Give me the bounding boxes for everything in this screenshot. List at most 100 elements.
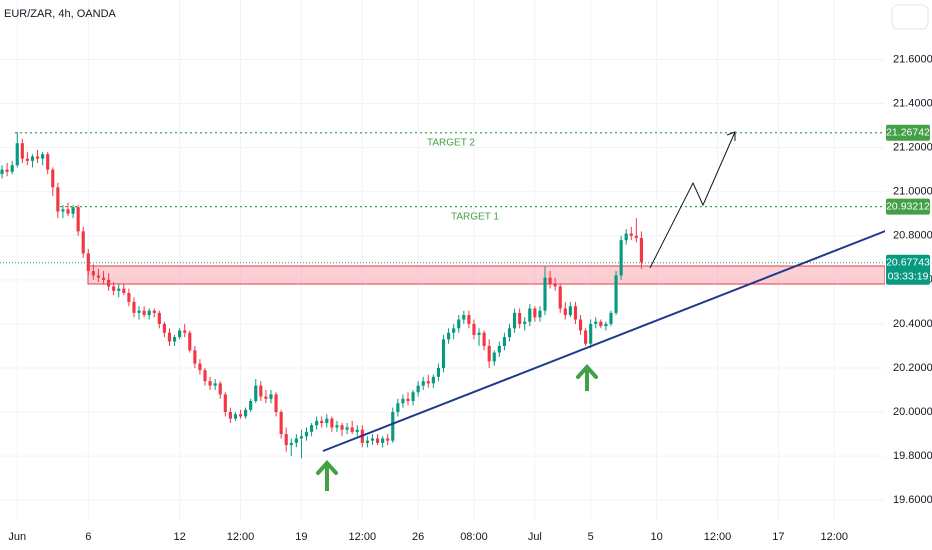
grid [0,0,885,520]
candle-body [51,169,55,188]
candle-body [477,332,481,335]
candle-body [482,332,486,346]
candle-body [203,370,207,382]
candle-body [502,337,506,346]
candle-body [589,323,593,344]
candle-body [147,310,151,316]
axes: 19.60000 19.80000 20.00000 20.20000 20.40000… [8,53,932,543]
candle-body [441,339,446,368]
candle-body [584,330,588,344]
candle-body [386,438,390,441]
candle-body [274,394,278,413]
candle-body [355,429,359,432]
candle-body [20,143,24,159]
x-tick-label: 08:00 [460,531,488,543]
candle-body [193,350,197,364]
candle-body [162,323,166,333]
candle-body [335,425,339,428]
candle-body [46,154,50,170]
target-label: TARGET 1 [451,211,499,222]
candle-body [639,237,643,263]
y-tick-label: 20.00000 [893,406,932,418]
candle-body [320,420,324,424]
candle-body [452,328,456,333]
x-tick-label: 12:00 [227,531,255,543]
projection-arrowhead [726,131,736,141]
y-tick-label: 20.40000 [893,318,932,330]
y-tick-label: 21.00000 [893,186,932,198]
toolbar-button[interactable] [891,4,929,30]
y-tick-label: 20.80000 [893,230,932,242]
candle-body [426,381,430,384]
x-tick-label: 10 [651,531,663,543]
candle-body [538,310,542,318]
candle-body [41,154,45,159]
candle-body [30,156,35,161]
candle-body [35,156,40,159]
candle-body [122,288,126,294]
x-tick-label: 12:00 [704,531,732,543]
candle-body [391,412,395,441]
time-axis [0,520,885,550]
candle-body [5,169,9,172]
candle-body [330,418,334,428]
projection-path [649,131,736,269]
candle-body [370,438,375,441]
candle-body [81,231,85,254]
candle-body [269,394,273,399]
candle-body [238,414,243,417]
candle-body [304,431,309,437]
y-tick-label: 21.60000 [893,53,932,65]
up-arrow [316,460,338,491]
x-tick-label: 5 [588,531,594,543]
price-label-box [886,124,930,141]
candle-body [86,253,90,272]
candle-body [279,412,283,435]
candle-body [137,310,141,313]
target-label: TARGET 2 [427,137,475,148]
candle-body [472,323,476,335]
candle-body [553,284,557,287]
y-tick-label: 19.60000 [893,494,932,506]
y-tick-label: 21.40000 [893,97,932,109]
candle-body [624,233,628,241]
x-tick-label: 17 [772,531,784,543]
candle-body [512,312,517,329]
candle-body [244,409,248,417]
trendline [322,229,889,452]
candle-body [132,301,136,313]
y-tick-label: 21.20000 [893,142,932,154]
candle-body [406,398,410,402]
candle-body [497,345,501,353]
candle-body [558,286,562,309]
price-label-box [886,198,930,215]
candle-body [563,308,567,316]
candle-body [91,271,95,276]
candle-body [25,158,29,161]
candle-body [112,286,116,291]
candle-body [431,376,435,384]
candle-body [223,394,227,413]
candle-body [548,277,552,285]
candle-body [604,323,608,327]
x-tick-label: 26 [412,531,424,543]
candle-body [619,240,623,276]
arrow-head [576,364,598,379]
candle-body [350,427,354,432]
x-tick-label: Jun [8,531,26,543]
candle-body [142,310,146,316]
x-tick-label: Jul [528,531,542,543]
candle-body [107,279,111,287]
candle-body [416,385,420,393]
y-tick-label: 20.20000 [893,362,932,374]
x-tick-label: 6 [85,531,91,543]
candle-body [284,434,288,446]
candles [0,132,643,459]
candle-body [157,312,161,324]
candle-body [523,321,527,324]
candle-body [528,308,532,322]
candle-body [188,332,192,351]
candle-body [340,425,344,430]
candle-body [568,306,572,316]
